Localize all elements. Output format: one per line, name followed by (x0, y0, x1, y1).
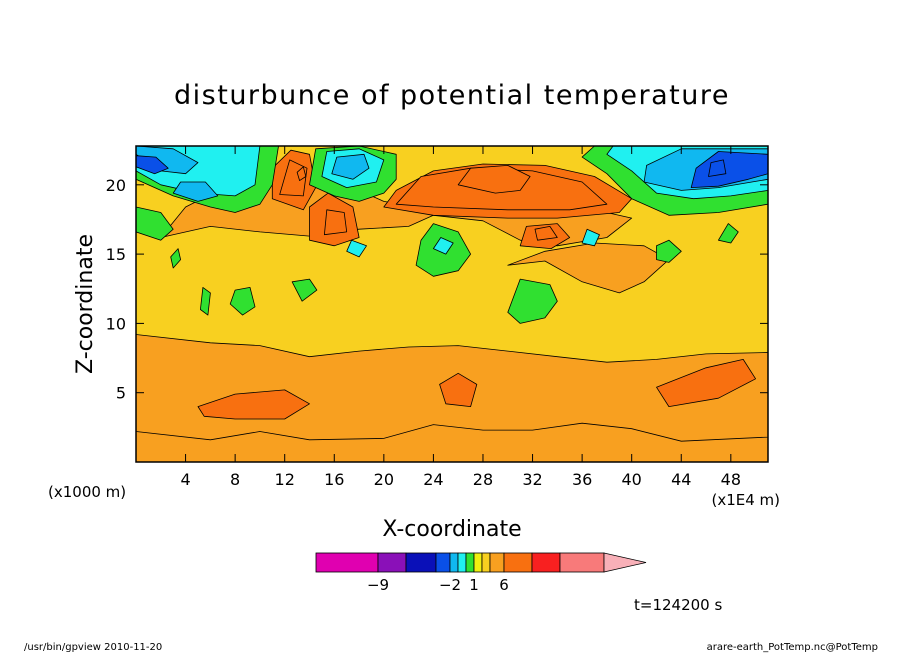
contour-region (229, 286, 256, 316)
x-unit-left: (x1000 m) (48, 483, 126, 501)
colorbar-band (405, 552, 437, 573)
contour-region (199, 286, 211, 316)
colorbar-tick-label: 6 (499, 576, 509, 594)
x-tick-label: 8 (230, 470, 240, 489)
colorbar-arrow (603, 552, 647, 573)
x-tick-label: 40 (622, 470, 642, 489)
x-tick-label: 28 (473, 470, 493, 489)
contour-region (439, 372, 478, 408)
contour-regions (136, 146, 768, 462)
y-axis: 5 10 15 20 (106, 176, 768, 403)
x-tick-label: 24 (423, 470, 443, 489)
contour-region (197, 389, 310, 420)
contour-region (279, 159, 308, 197)
contour-region (656, 239, 682, 263)
colorbar-band (481, 552, 491, 573)
contour-region (172, 181, 219, 202)
contour-region (432, 237, 454, 255)
colorbar-tick-label: −9 (367, 576, 389, 594)
colorbar-band (559, 552, 605, 573)
plot-area (135, 145, 769, 463)
footer-right-note: arare-earth_PotTemp.nc@PotTemp (707, 642, 878, 653)
contour-region (690, 151, 768, 189)
x-tick-label: 16 (324, 470, 344, 489)
x-tick-label: 20 (374, 470, 394, 489)
contour-region (346, 239, 367, 258)
x-tick-label: 44 (671, 470, 691, 489)
y-tick-label: 20 (106, 176, 126, 195)
contour-region (136, 206, 174, 241)
x-tick-label: 48 (721, 470, 741, 489)
colorbar-band (503, 552, 533, 573)
contour-region (507, 278, 558, 324)
contour-region (457, 164, 531, 194)
colorbar-tick-label: 1 (469, 576, 479, 594)
colorbar-tick-label: −2 (439, 576, 461, 594)
contour-region (170, 248, 182, 269)
y-axis-label: Z-coordinate (73, 234, 98, 374)
colorbar-band (531, 552, 561, 573)
contour-region (708, 159, 727, 177)
y-tick-label: 5 (116, 384, 126, 403)
colorbar-band (473, 552, 483, 573)
contour-region (136, 155, 169, 175)
footer-left-note: /usr/bin/gpview 2010-11-20 (24, 642, 162, 653)
contour-region (331, 153, 370, 180)
colorbar-band (457, 552, 467, 573)
contour-region (718, 223, 739, 244)
colorbar: −9 −2 1 6 (315, 552, 647, 594)
y-tick-label: 10 (106, 314, 126, 333)
colorbar-band (465, 552, 475, 573)
time-label: t=124200 s (634, 596, 722, 614)
plot-frame (135, 145, 769, 463)
colorbar-band (315, 552, 379, 573)
contour-region (507, 242, 670, 294)
colorbar-band (377, 552, 407, 573)
y-tick-label: 15 (106, 245, 126, 264)
x-tick-label: 12 (275, 470, 295, 489)
chart-title: disturbunce of potential temperature (174, 80, 730, 111)
x-axis: 4 8 12 16 20 24 28 32 36 40 44 48 (180, 146, 741, 489)
contour-region (656, 358, 756, 408)
contour-region (296, 166, 307, 182)
contour-region (323, 209, 348, 236)
contour-region (581, 228, 600, 247)
colorbar-band (435, 552, 451, 573)
x-tick-label: 36 (572, 470, 592, 489)
colorbar-band (449, 552, 459, 573)
contour-region (291, 278, 318, 302)
x-tick-label: 32 (522, 470, 542, 489)
x-unit-right: (x1E4 m) (711, 491, 780, 509)
x-axis-label: X-coordinate (382, 517, 521, 542)
colorbar-band (489, 552, 505, 573)
x-tick-label: 4 (180, 470, 190, 489)
contour-region (534, 225, 558, 241)
